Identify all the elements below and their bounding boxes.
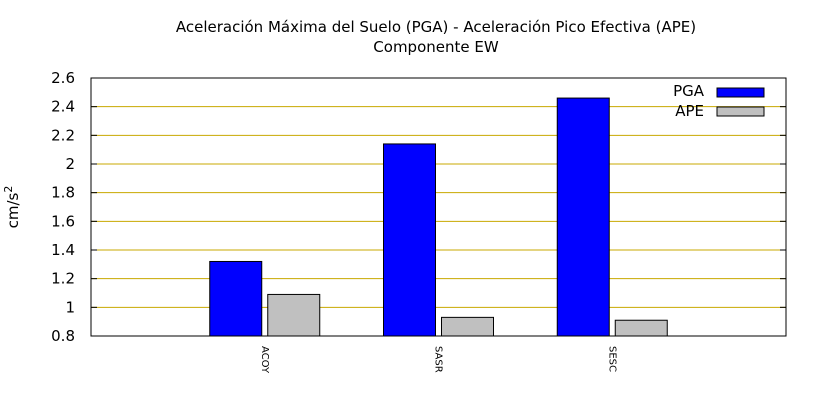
bars bbox=[209, 97, 668, 337]
legend-swatch-pga bbox=[716, 87, 765, 98]
y-tick-label: 2 bbox=[65, 155, 75, 173]
y-axis-ticks: 0.8 1 1.2 1.4 1.6 1.8 2 2.2 2.4 2.6 bbox=[51, 69, 786, 345]
y-tick-label: 2.6 bbox=[51, 69, 75, 87]
legend-label-ape: APE bbox=[675, 102, 704, 120]
plot-frame bbox=[90, 77, 787, 337]
y-axis-label-exponent: 2 bbox=[2, 186, 15, 193]
bar-pga-acoy bbox=[209, 260, 263, 337]
y-tick-label: 2.4 bbox=[51, 98, 75, 116]
grid-lines bbox=[91, 106, 786, 308]
legend-label-pga: PGA bbox=[673, 82, 705, 100]
x-category-label: ACOY bbox=[259, 346, 270, 374]
y-tick-label: 2.2 bbox=[51, 126, 75, 144]
y-axis-label-unit: cm/s bbox=[4, 192, 22, 228]
y-tick-label: 1 bbox=[65, 298, 75, 316]
bar-ape-acoy bbox=[267, 293, 321, 337]
legend-swatch-ape bbox=[716, 106, 765, 117]
x-axis-category-labels: ACOY SASR SESC bbox=[259, 346, 618, 374]
bar-ape-sasr bbox=[441, 316, 494, 337]
chart-subtitle: Componente EW bbox=[373, 38, 499, 56]
y-tick-label: 1.2 bbox=[51, 270, 75, 288]
bar-pga-sasr bbox=[383, 143, 436, 337]
y-tick-label: 1.4 bbox=[51, 241, 75, 259]
bar-pga-sesc bbox=[556, 97, 610, 337]
legend: PGA APE bbox=[673, 82, 765, 120]
chart-title: Aceleración Máxima del Suelo (PGA) - Ace… bbox=[176, 18, 696, 36]
y-tick-label: 0.8 bbox=[51, 327, 75, 345]
y-tick-label: 1.8 bbox=[51, 184, 75, 202]
bar-ape-sesc bbox=[614, 319, 668, 337]
y-tick-label: 1.6 bbox=[51, 212, 75, 230]
y-axis-label: cm/s2 bbox=[2, 186, 22, 229]
x-category-label: SESC bbox=[606, 346, 617, 372]
x-category-label: SASR bbox=[433, 346, 444, 373]
